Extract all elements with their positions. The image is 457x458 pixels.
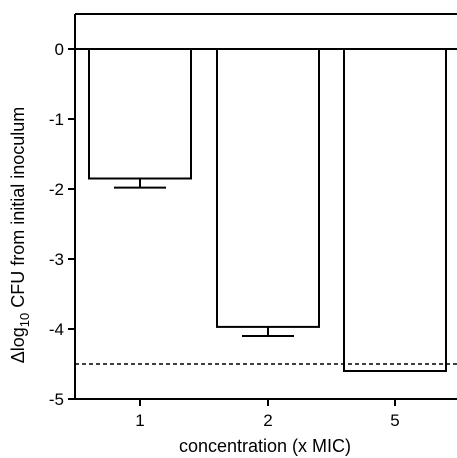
y-axis-label-subscript: 10 (17, 313, 32, 327)
y-tick-label: -5 (49, 390, 64, 409)
bar (343, 48, 447, 372)
y-tick-label: -2 (49, 180, 64, 199)
y-tick-label: 0 (55, 40, 64, 59)
bar (216, 48, 320, 328)
y-axis-label: Δlog10 CFU from initial inoculum (8, 107, 32, 364)
plot-area: 0 -1 -2 -3 -4 -5 1 2 5 (49, 13, 457, 430)
x-tick-label: 2 (263, 411, 272, 430)
bar (88, 48, 192, 180)
x-tick-label: 1 (135, 411, 144, 430)
x-axis-label: concentration (x MIC) (179, 436, 351, 456)
x-tick-label: 5 (390, 411, 399, 430)
y-axis-label-suffix: CFU from initial inoculum (8, 107, 28, 313)
y-tick-label: -1 (49, 110, 64, 129)
y-axis-label-prefix: Δlog (8, 327, 28, 363)
y-tick-label: -3 (49, 250, 64, 269)
y-tick-label: -4 (49, 320, 64, 339)
